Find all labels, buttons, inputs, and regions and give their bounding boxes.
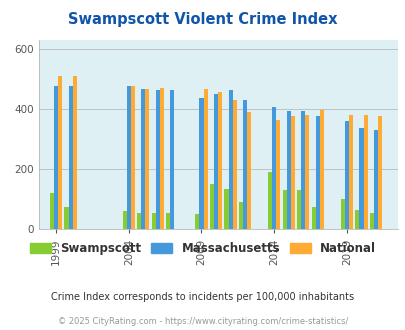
Bar <box>170 90 174 229</box>
Bar <box>296 190 301 229</box>
Text: Crime Index corresponds to incidents per 100,000 inhabitants: Crime Index corresponds to incidents per… <box>51 292 354 302</box>
Bar <box>145 89 149 229</box>
Bar <box>217 92 222 229</box>
Bar <box>160 88 164 229</box>
Bar <box>315 116 319 229</box>
Bar <box>243 100 247 229</box>
Bar <box>156 90 160 229</box>
Bar <box>247 112 251 229</box>
Bar <box>58 76 62 229</box>
Bar <box>137 213 141 229</box>
Bar <box>305 115 309 229</box>
Bar <box>228 90 232 229</box>
Bar <box>340 199 344 229</box>
Bar <box>275 120 279 229</box>
Bar <box>311 207 315 229</box>
Bar <box>141 89 145 229</box>
Bar <box>130 86 134 229</box>
Bar <box>348 115 352 229</box>
Bar <box>271 107 275 229</box>
Bar <box>151 213 156 229</box>
Bar <box>199 98 203 229</box>
Bar <box>72 76 77 229</box>
Bar <box>126 86 130 229</box>
Bar <box>373 130 377 229</box>
Bar <box>213 94 217 229</box>
Bar <box>362 115 367 229</box>
Bar <box>369 213 373 229</box>
Bar <box>319 110 323 229</box>
Bar <box>224 189 228 229</box>
Bar <box>122 211 126 229</box>
Bar <box>239 202 243 229</box>
Bar <box>195 214 199 229</box>
Bar <box>286 111 290 229</box>
Bar <box>209 184 213 229</box>
Text: Swampscott Violent Crime Index: Swampscott Violent Crime Index <box>68 12 337 26</box>
Bar <box>203 89 207 229</box>
Bar <box>68 86 72 229</box>
Bar <box>232 100 236 229</box>
Text: © 2025 CityRating.com - https://www.cityrating.com/crime-statistics/: © 2025 CityRating.com - https://www.city… <box>58 317 347 326</box>
Bar <box>267 172 271 229</box>
Bar <box>344 121 348 229</box>
Bar <box>50 193 54 229</box>
Bar <box>64 207 68 229</box>
Bar <box>54 86 58 229</box>
Bar <box>301 111 305 229</box>
Bar <box>282 190 286 229</box>
Bar <box>358 128 362 229</box>
Bar <box>377 116 381 229</box>
Legend: Swampscott, Massachusetts, National: Swampscott, Massachusetts, National <box>25 237 380 260</box>
Bar <box>354 210 358 229</box>
Bar <box>166 213 170 229</box>
Bar <box>290 116 294 229</box>
